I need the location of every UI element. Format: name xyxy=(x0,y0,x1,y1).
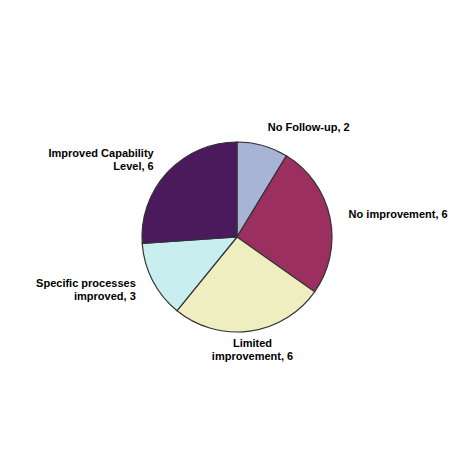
svg-text:Specific processesimproved, 3: Specific processesimproved, 3 xyxy=(36,277,136,302)
svg-text:Limitedimprovement, 6: Limitedimprovement, 6 xyxy=(212,337,293,362)
svg-text:Improved CapabilityLevel, 6: Improved CapabilityLevel, 6 xyxy=(49,147,155,172)
svg-text:No Follow-up, 2: No Follow-up, 2 xyxy=(268,121,350,133)
svg-text:No improvement, 6: No improvement, 6 xyxy=(349,208,448,220)
